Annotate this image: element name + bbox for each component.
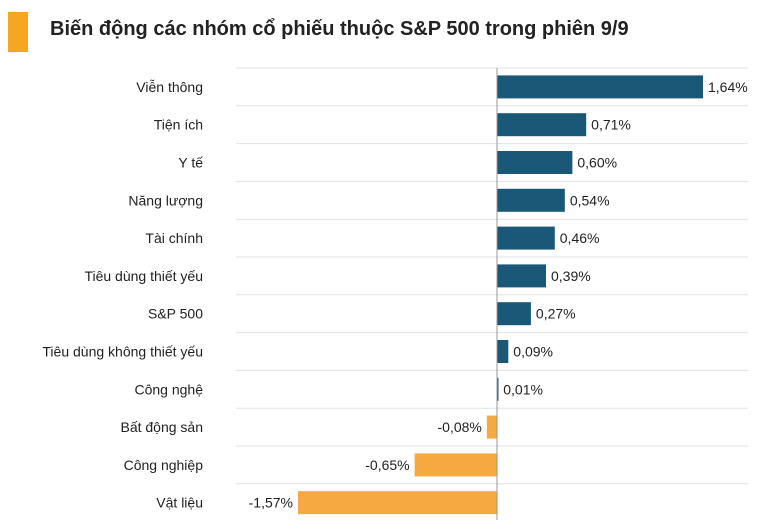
category-label: Vật liệu	[156, 495, 203, 511]
bar-10	[414, 453, 497, 477]
bar-9	[486, 415, 497, 439]
value-label: 0,27%	[536, 306, 576, 322]
category-label: Tài chính	[145, 230, 203, 246]
category-label: S&P 500	[148, 306, 203, 322]
category-label: Bất động sản	[120, 419, 203, 435]
bar-8	[497, 377, 499, 401]
bar-4	[497, 226, 555, 250]
value-label: -0,65%	[365, 457, 409, 473]
value-label: 1,64%	[708, 79, 748, 95]
bar-2	[497, 151, 573, 174]
value-label: 0,09%	[513, 344, 553, 360]
category-label: Công nghiệp	[124, 457, 204, 473]
bar-3	[497, 188, 565, 212]
bar-6	[497, 302, 531, 326]
bar-7	[497, 340, 509, 363]
bar-1	[497, 113, 587, 137]
gridlines	[236, 67, 748, 485]
category-label: Y tế	[178, 155, 203, 171]
category-label: Tiện ích	[154, 117, 203, 133]
title-accent-bar	[8, 12, 28, 52]
category-label: Công nghệ	[134, 381, 203, 397]
bars	[298, 75, 703, 515]
category-label: Tiêu dùng thiết yếu	[84, 268, 203, 284]
value-labels: 1,64% 0,71% 0,60% 0,54% 0,46% 0,39% 0,27% 0,09%…	[249, 79, 748, 511]
bar-11	[298, 491, 497, 515]
value-label: 0,71%	[591, 117, 631, 133]
category-label: Viễn thông	[136, 79, 203, 95]
category-labels: Viễn thông Tiện ích Y tế Năng lượng Tài chín…	[42, 79, 203, 511]
value-label: 0,46%	[560, 230, 600, 246]
value-label: 0,39%	[551, 268, 591, 284]
bar-chart: Viễn thông Tiện ích Y tế Năng lượng Tài chín…	[42, 67, 748, 520]
value-label: 0,54%	[570, 192, 610, 208]
value-label: -0,08%	[438, 419, 482, 435]
bar-5	[497, 264, 546, 288]
value-label: 0,60%	[577, 155, 617, 171]
category-label: Năng lượng	[128, 192, 203, 208]
chart-title: Biến động các nhóm cổ phiếu thuộc S&P 50…	[50, 18, 629, 40]
value-label: -1,57%	[249, 495, 293, 511]
bar-0	[497, 75, 703, 99]
value-label: 0,01%	[503, 381, 543, 397]
category-label: Tiêu dùng không thiết yếu	[42, 344, 203, 360]
